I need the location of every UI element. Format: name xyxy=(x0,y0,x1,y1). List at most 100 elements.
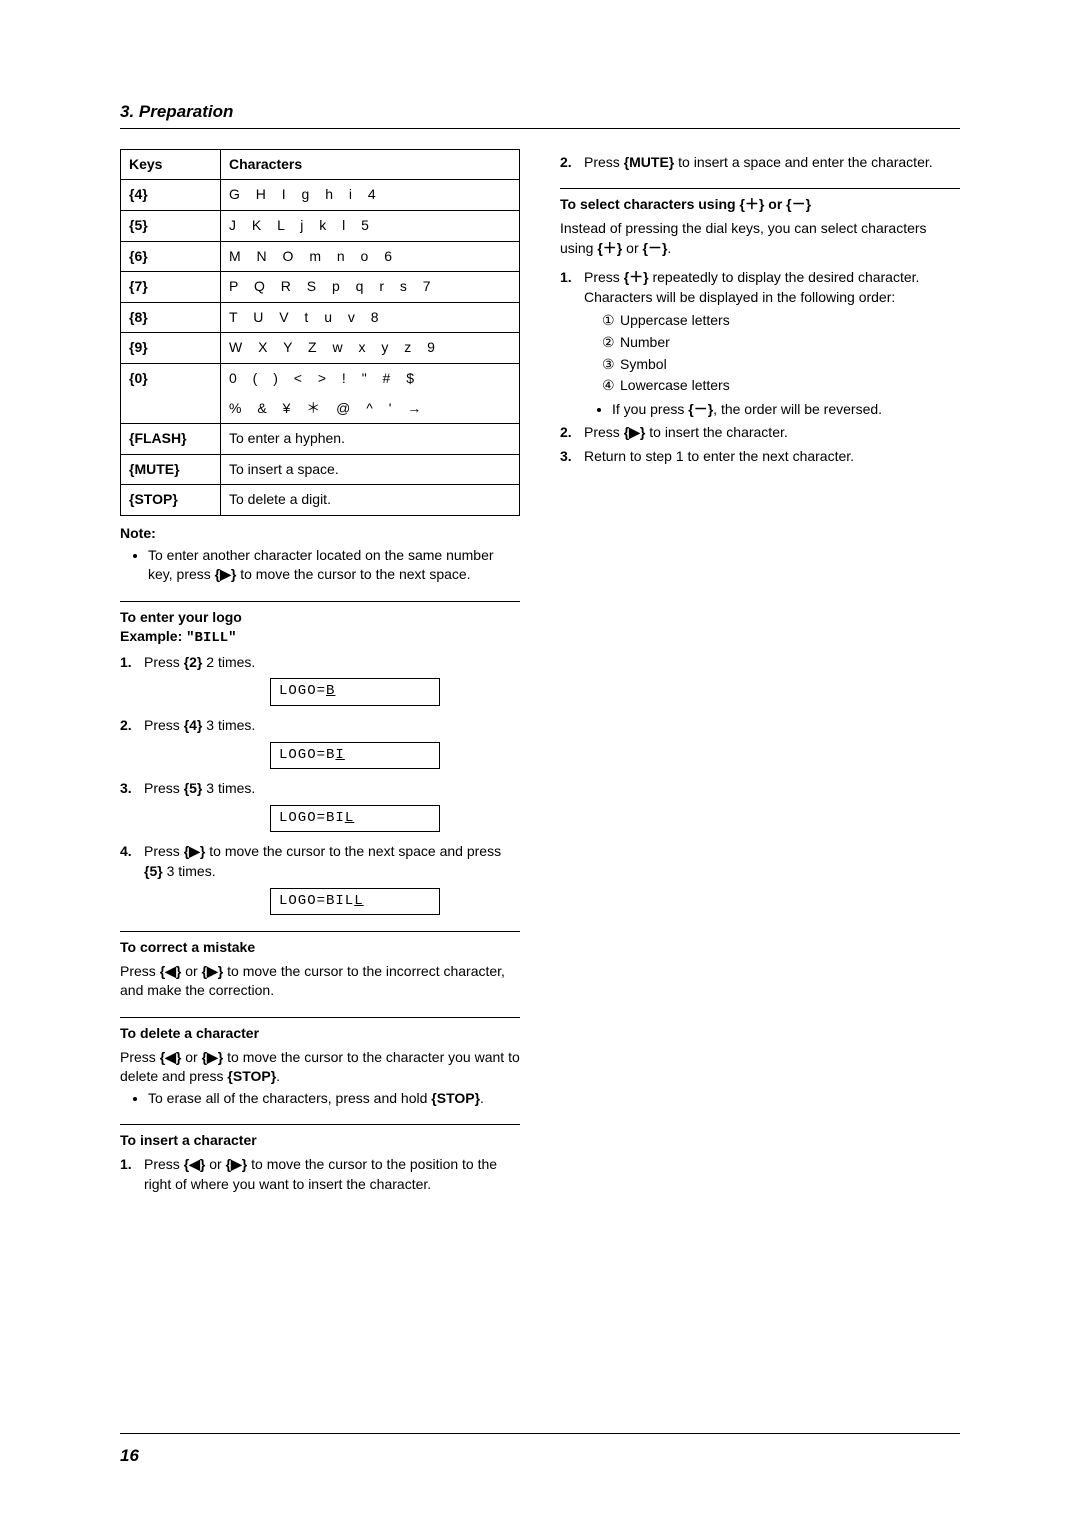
page-number: 16 xyxy=(120,1444,960,1468)
character-table: Keys Characters {4}G H I g h i 4 {5}J K … xyxy=(120,149,520,516)
table-header-keys: Keys xyxy=(121,149,221,180)
left-column: Keys Characters {4}G H I g h i 4 {5}J K … xyxy=(120,149,520,1433)
correct-text: Press {◀} or {▶} to move the cursor to t… xyxy=(120,962,520,1001)
char-cell-plain: To enter a hyphen. xyxy=(221,424,520,455)
display-prefix: LOGO=BIL xyxy=(279,893,354,909)
logo-steps: 3. Press {5} 3 times. xyxy=(120,779,520,799)
logo-step: 1. Press {2} 2 times. xyxy=(120,653,520,673)
order-text: Symbol xyxy=(620,356,667,372)
logo-title: To enter your logo xyxy=(120,608,520,628)
select-text: Instead of pressing the dial keys, you c… xyxy=(560,219,960,258)
char-cell: M N O m n o 6 xyxy=(221,241,520,272)
select-step: 3. Return to step 1 to enter the next ch… xyxy=(560,447,960,467)
delete-title: To delete a character xyxy=(120,1024,520,1044)
key-cell: {7} xyxy=(121,272,221,303)
key-cell: {FLASH} xyxy=(121,424,221,455)
order-item: ③Symbol xyxy=(602,355,960,375)
step-num: 4. xyxy=(120,842,144,881)
circled-num: ② xyxy=(602,333,620,353)
order-text: Lowercase letters xyxy=(620,377,730,393)
display-cursor-char: B xyxy=(326,683,335,699)
order-list: ①Uppercase letters ②Number ③Symbol ④Lowe… xyxy=(602,311,960,395)
step-text: Press {◀} or {▶} to move the cursor to t… xyxy=(144,1155,520,1194)
insert-steps-cont: 2. Press {MUTE} to insert a space and en… xyxy=(560,153,960,173)
section-header: 3. Preparation xyxy=(120,100,960,129)
order-text: Number xyxy=(620,334,670,350)
logo-steps: 2. Press {4} 3 times. xyxy=(120,716,520,736)
order-item: ②Number xyxy=(602,333,960,353)
char-cell: G H I g h i 4 xyxy=(221,180,520,211)
char-cell: J K L j k l 5 xyxy=(221,210,520,241)
select-step: 2. Press {▶} to insert the character. xyxy=(560,423,960,443)
step-num: 2. xyxy=(120,716,144,736)
note-label: Note: xyxy=(120,524,520,544)
order-note: If you press {－}, the order will be reve… xyxy=(612,400,960,420)
table-header-chars: Characters xyxy=(221,149,520,180)
display-box: LOGO=BI xyxy=(270,742,440,770)
key-cell: {MUTE} xyxy=(121,454,221,485)
circled-num: ① xyxy=(602,311,620,331)
delete-text: Press {◀} or {▶} to move the cursor to t… xyxy=(120,1048,520,1087)
logo-step: 4. Press {▶} to move the cursor to the n… xyxy=(120,842,520,881)
circled-num: ③ xyxy=(602,355,620,375)
step-text: Press {MUTE} to insert a space and enter… xyxy=(584,153,960,173)
example-value: "BILL" xyxy=(186,630,236,646)
display-prefix: LOGO=BI xyxy=(279,810,345,826)
display-box: LOGO=BIL xyxy=(270,805,440,833)
display-cursor-char: I xyxy=(335,747,344,763)
step-text: Return to step 1 to enter the next chara… xyxy=(584,447,960,467)
circled-num: ④ xyxy=(602,376,620,396)
select-steps: 1. Press {＋} repeatedly to display the d… xyxy=(560,268,960,466)
logo-step: 2. Press {4} 3 times. xyxy=(120,716,520,736)
note-item: To enter another character located on th… xyxy=(148,546,520,585)
delete-bullet: To erase all of the characters, press an… xyxy=(148,1089,520,1109)
correct-title: To correct a mistake xyxy=(120,938,520,958)
step-num: 1. xyxy=(560,268,584,419)
insert-steps: 1. Press {◀} or {▶} to move the cursor t… xyxy=(120,1155,520,1194)
select-title: To select characters using {＋} or {－} xyxy=(560,195,960,215)
key-cell: {8} xyxy=(121,302,221,333)
insert-step: 2. Press {MUTE} to insert a space and en… xyxy=(560,153,960,173)
step-text: Press {▶} to insert the character. xyxy=(584,423,960,443)
divider xyxy=(120,601,520,602)
char-cell: P Q R S p q r s 7 xyxy=(221,272,520,303)
display-box: LOGO=B xyxy=(270,678,440,706)
key-cell: {STOP} xyxy=(121,485,221,516)
example-label: Example: xyxy=(120,628,186,644)
note-list: To enter another character located on th… xyxy=(148,546,520,585)
logo-steps: 4. Press {▶} to move the cursor to the n… xyxy=(120,842,520,881)
step-text: Press {2} 2 times. xyxy=(144,653,520,673)
order-item: ④Lowercase letters xyxy=(602,376,960,396)
order-text: Uppercase letters xyxy=(620,312,730,328)
char-cell-plain: To insert a space. xyxy=(221,454,520,485)
display-prefix: LOGO=B xyxy=(279,747,335,763)
step-num: 1. xyxy=(120,1155,144,1194)
footer-rule xyxy=(120,1433,960,1434)
order-note-item: If you press {－}, the order will be reve… xyxy=(612,400,960,420)
logo-steps: 1. Press {2} 2 times. xyxy=(120,653,520,673)
key-cell: {9} xyxy=(121,333,221,364)
insert-step: 1. Press {◀} or {▶} to move the cursor t… xyxy=(120,1155,520,1194)
key-cell: {0} xyxy=(121,363,221,423)
display-cursor-char: L xyxy=(345,810,354,826)
step-text: Press {5} 3 times. xyxy=(144,779,520,799)
step-num: 3. xyxy=(120,779,144,799)
step-num: 1. xyxy=(120,653,144,673)
divider xyxy=(120,1124,520,1125)
step-num: 2. xyxy=(560,153,584,173)
char-cell: W X Y Z w x y z 9 xyxy=(221,333,520,364)
step-num: 2. xyxy=(560,423,584,443)
step-text: Press {＋} repeatedly to display the desi… xyxy=(584,268,960,307)
step-text: Press {▶} to move the cursor to the next… xyxy=(144,842,520,881)
right-column: 2. Press {MUTE} to insert a space and en… xyxy=(560,149,960,1433)
divider xyxy=(120,1017,520,1018)
step-text: Press {4} 3 times. xyxy=(144,716,520,736)
delete-bullets: To erase all of the characters, press an… xyxy=(148,1089,520,1109)
divider xyxy=(560,188,960,189)
divider xyxy=(120,931,520,932)
display-cursor-char: L xyxy=(354,893,363,909)
columns: Keys Characters {4}G H I g h i 4 {5}J K … xyxy=(120,149,960,1433)
char-cell: T U V t u v 8 xyxy=(221,302,520,333)
step-num: 3. xyxy=(560,447,584,467)
key-cell: {6} xyxy=(121,241,221,272)
